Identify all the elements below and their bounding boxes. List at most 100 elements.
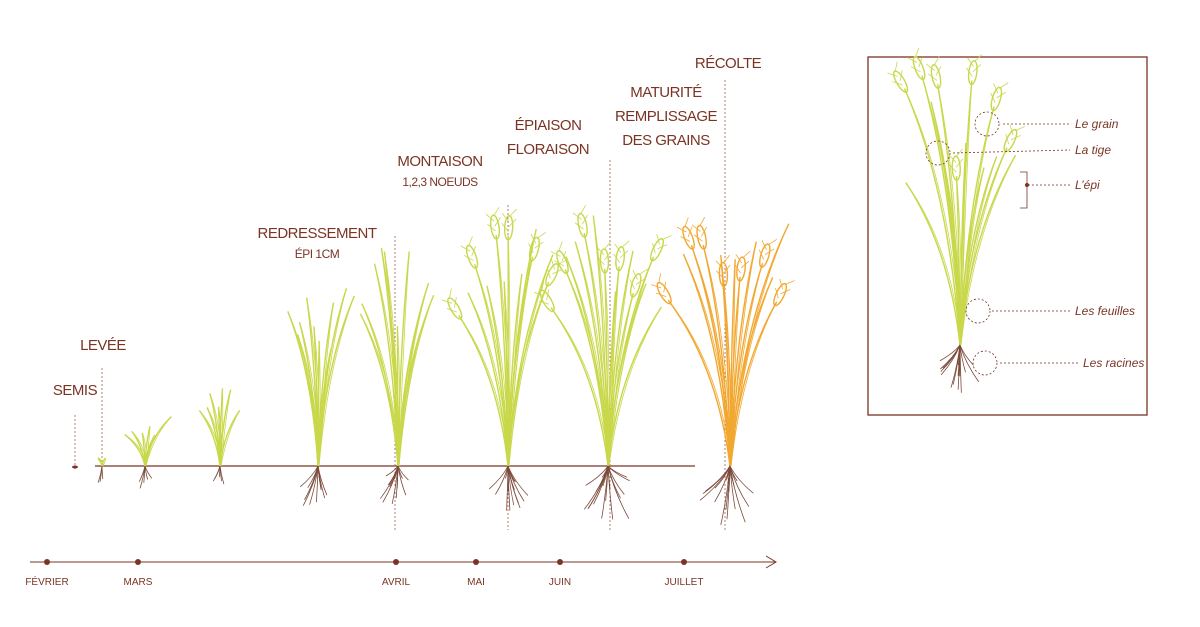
awn (463, 254, 474, 261)
stage-label: REDRESSEMENT (257, 225, 376, 242)
plant (441, 207, 567, 511)
leaf (960, 147, 1008, 346)
awn (742, 250, 751, 259)
plants (72, 47, 1078, 530)
awn (508, 208, 517, 217)
awn (558, 241, 563, 252)
awn (693, 234, 703, 242)
awn (1014, 126, 1026, 132)
awn (656, 292, 667, 297)
leaf (608, 306, 662, 467)
awn (928, 73, 938, 81)
awn (907, 57, 918, 63)
stage-label: ÉPIAISON (515, 117, 582, 134)
callout-circle (925, 140, 951, 166)
leaf (359, 313, 399, 467)
awn (613, 253, 620, 263)
awn (554, 260, 565, 267)
awn (550, 251, 561, 257)
root (595, 465, 609, 493)
ear (736, 256, 746, 282)
ear (1003, 128, 1018, 153)
leaf (397, 251, 410, 467)
awn (715, 260, 724, 269)
root (729, 465, 738, 482)
awn (935, 66, 942, 76)
awn (528, 243, 534, 254)
root (607, 465, 625, 495)
awn (596, 246, 605, 256)
awn (1005, 133, 1010, 145)
seed (72, 465, 78, 469)
awn (684, 217, 689, 228)
awn (580, 204, 586, 215)
callout-bracket (1020, 171, 1028, 209)
awn (468, 236, 473, 247)
root (607, 465, 614, 520)
awn (910, 66, 921, 73)
ear (967, 59, 978, 86)
awn (948, 154, 957, 163)
awn (993, 83, 999, 94)
root (607, 465, 630, 519)
plant (359, 247, 435, 504)
awn (701, 226, 708, 237)
awn (967, 57, 974, 67)
awn (536, 232, 546, 239)
awn (767, 238, 778, 246)
awn (699, 217, 706, 227)
leaf (903, 88, 961, 346)
awn (619, 250, 629, 258)
leaf (398, 282, 429, 467)
month-label: JUIN (549, 577, 571, 588)
leaf (940, 149, 961, 346)
leaf (317, 288, 348, 467)
stage-label: MATURITÉ (630, 84, 702, 101)
root (957, 344, 961, 390)
awn (603, 241, 611, 251)
awn (779, 278, 784, 290)
month-dot (393, 559, 399, 565)
callout-circle (965, 298, 991, 324)
leaf (508, 254, 554, 467)
leaf (730, 223, 790, 467)
awn (574, 222, 584, 230)
awn (990, 92, 996, 103)
callout-circle (974, 111, 1000, 137)
stage-label: DES GRAINS (622, 132, 710, 149)
awn (764, 248, 775, 255)
month-label: AVRIL (382, 577, 411, 588)
awn (955, 158, 964, 168)
legend-label: Les feuilles (1075, 304, 1135, 318)
stage-label: SEMIS (53, 382, 98, 399)
legend-label: Les racines (1083, 356, 1144, 370)
awn (715, 270, 724, 279)
awn (546, 289, 550, 301)
awn (955, 148, 963, 158)
leaf (667, 299, 732, 467)
leaf (702, 244, 731, 467)
awn (596, 256, 605, 266)
awn (604, 251, 612, 261)
root (506, 465, 509, 511)
awn (996, 91, 1006, 99)
root (585, 465, 609, 486)
month-dot (473, 559, 479, 565)
stage-sublabel: ÉPI 1CM (295, 246, 340, 261)
root (144, 465, 148, 480)
root (139, 465, 146, 489)
stage-label: MONTAISON (397, 153, 482, 170)
stage-sublabel: 1,2,3 NOEUDS (402, 175, 478, 189)
awn (485, 213, 495, 222)
month-dot (681, 559, 687, 565)
awn (460, 245, 471, 252)
leaf (729, 223, 790, 467)
awn (1009, 124, 1014, 136)
awn (541, 280, 545, 292)
root (495, 465, 509, 495)
leaf (960, 155, 1016, 346)
leaf (729, 263, 764, 467)
leaf (959, 106, 995, 346)
awn (651, 284, 662, 289)
leaf (318, 295, 355, 467)
